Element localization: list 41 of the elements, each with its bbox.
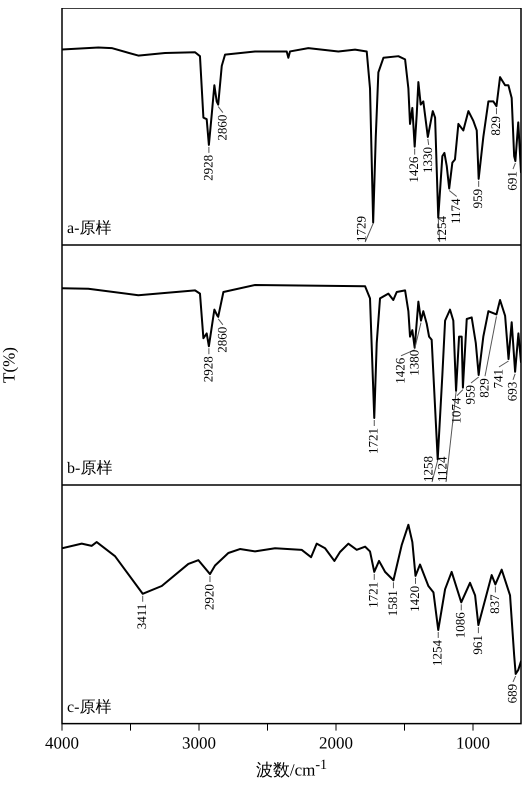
annotation: 1729 (354, 216, 369, 242)
annotation: 1254 (434, 216, 450, 242)
annotation: 741 (490, 369, 506, 388)
annotation: 691 (504, 171, 520, 191)
annotation: 1124 (434, 456, 450, 482)
annotation: 961 (470, 635, 485, 655)
annotation: 1254 (430, 639, 445, 666)
x-axis-title: 波数/cm$^{-1}$ (254, 757, 328, 782)
x-tick-label: 3000 (182, 733, 216, 752)
annotation: 1086 (452, 612, 468, 638)
annotation: 1380 (406, 350, 422, 376)
y-axis-title: T(%) (0, 347, 19, 383)
annotation: 1721 (366, 428, 381, 454)
annotation: 2860 (214, 326, 230, 353)
annotation: 2920 (201, 584, 216, 610)
annotation: 1426 (406, 156, 422, 183)
annotation: a-原样 (67, 219, 112, 238)
annotation: 1330 (420, 146, 436, 173)
x-tick-label: 4000 (45, 733, 79, 752)
annotation: 2928 (200, 154, 216, 181)
annotation: b-原样 (67, 459, 112, 478)
annotation: 1174 (448, 198, 464, 224)
annotation: 693 (504, 382, 520, 402)
annotation: 2860 (214, 114, 230, 141)
annotation: 2928 (200, 356, 216, 382)
annotation: 1581 (384, 590, 400, 616)
annotation: 829 (476, 378, 492, 398)
x-tick-label: 1000 (456, 733, 490, 752)
annotation: 959 (462, 385, 478, 404)
annotation: 1721 (366, 582, 381, 608)
x-tick-label: 2000 (319, 733, 354, 752)
annotation: 959 (470, 188, 486, 208)
annotation: 1426 (392, 357, 408, 384)
annotation: 829 (488, 116, 503, 136)
annotation: 689 (504, 684, 520, 704)
annotation: 837 (486, 594, 502, 614)
annotation: 1258 (420, 456, 436, 482)
annotation: 3411 (134, 604, 150, 630)
annotation: c-原样 (67, 698, 112, 716)
annotation: 1074 (448, 397, 464, 424)
annotation: 1420 (406, 586, 422, 612)
